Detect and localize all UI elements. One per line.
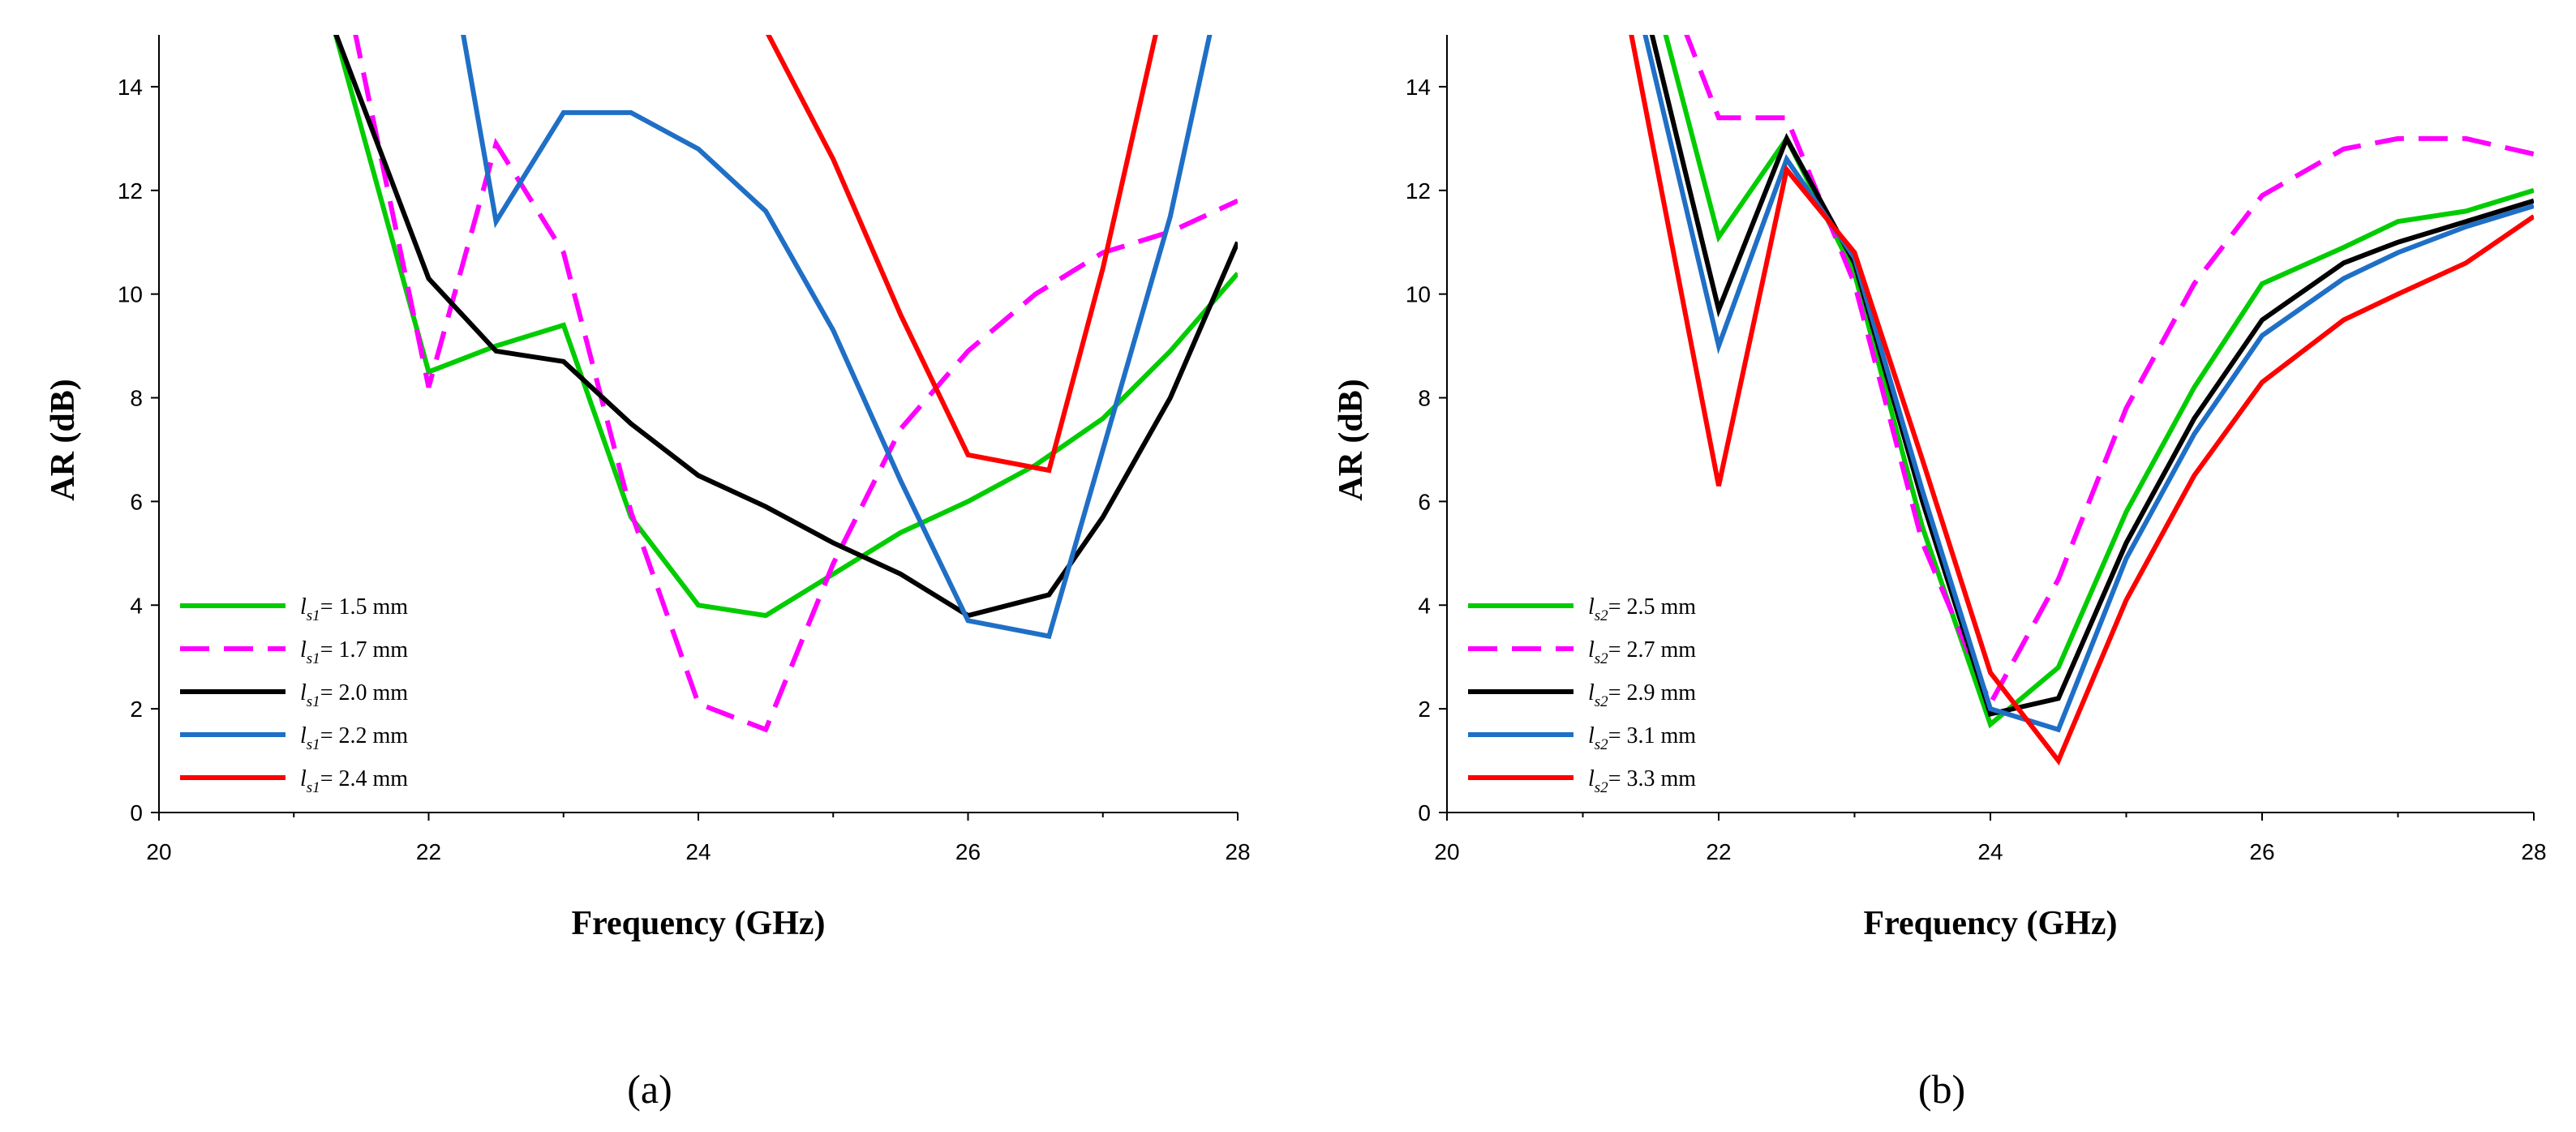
y-tick-label: 12 xyxy=(118,178,143,204)
x-tick-label: 26 xyxy=(955,839,981,864)
series-line-3 xyxy=(333,35,1238,619)
series-line-5 xyxy=(1629,35,2534,766)
series-line-5 xyxy=(766,35,1158,474)
x-tick-label: 28 xyxy=(1225,839,1250,864)
x-tick-label: 28 xyxy=(2521,839,2546,864)
y-tick-label: 10 xyxy=(1406,282,1431,307)
y-axis-title: AR (dB) xyxy=(1333,379,1370,501)
series-line-4 xyxy=(1642,35,2534,733)
y-tick-label: 10 xyxy=(118,282,143,307)
series-line-2 xyxy=(1684,35,2534,710)
x-tick-label: 20 xyxy=(146,839,171,864)
legend-label-5: ls2= 3.3 mm xyxy=(1588,766,1696,796)
legend-label-1: ls1= 1.5 mm xyxy=(300,594,408,624)
series-line-1 xyxy=(333,35,1238,619)
legend-label-3: ls2= 2.9 mm xyxy=(1588,680,1696,710)
legend-label-4: ls2= 3.1 mm xyxy=(1588,723,1696,753)
legend-label-3: ls1= 2.0 mm xyxy=(300,680,408,710)
y-tick-label: 6 xyxy=(1418,489,1431,514)
y-tick-label: 14 xyxy=(118,75,143,100)
y-tick-label: 8 xyxy=(130,386,143,411)
series-line-4 xyxy=(461,35,1213,640)
y-tick-label: 0 xyxy=(1418,800,1431,825)
y-tick-label: 2 xyxy=(1418,697,1431,722)
y-tick-label: 6 xyxy=(130,489,143,514)
series-line-2 xyxy=(353,35,1238,733)
y-tick-label: 2 xyxy=(130,697,143,722)
y-tick-label: 14 xyxy=(1406,75,1431,100)
y-tick-label: 0 xyxy=(130,800,143,825)
x-axis-title: Frequency (GHz) xyxy=(572,905,826,942)
y-tick-label: 8 xyxy=(1418,386,1431,411)
series-line-3 xyxy=(1649,35,2534,718)
x-tick-label: 24 xyxy=(1977,839,2003,864)
y-tick-label: 4 xyxy=(1418,593,1431,618)
x-tick-label: 20 xyxy=(1434,839,1459,864)
legend-label-4: ls1= 2.2 mm xyxy=(300,723,408,753)
panel-label: (a) xyxy=(627,1066,672,1112)
legend-label-5: ls1= 2.4 mm xyxy=(300,766,408,796)
x-tick-label: 26 xyxy=(2249,839,2274,864)
y-tick-label: 12 xyxy=(1406,178,1431,204)
y-tick-label: 4 xyxy=(130,593,143,618)
x-tick-label: 22 xyxy=(416,839,441,864)
legend-label-2: ls1= 1.7 mm xyxy=(300,637,408,667)
panel-label: (b) xyxy=(1918,1066,1965,1112)
x-axis-title: Frequency (GHz) xyxy=(1864,905,2118,942)
legend: ls2= 2.5 mm ls2= 2.7 mm ls2= 2.9 mm ls2= 3.… xyxy=(1468,594,1696,796)
legend-label-2: ls2= 2.7 mm xyxy=(1588,637,1696,667)
x-tick-label: 24 xyxy=(685,839,711,864)
legend: ls1= 1.5 mm ls1= 1.7 mm ls1= 2.0 mm ls1= 2.… xyxy=(180,594,408,796)
x-tick-label: 22 xyxy=(1706,839,1731,864)
y-axis-title: AR (dB) xyxy=(45,379,82,501)
legend-label-1: ls2= 2.5 mm xyxy=(1588,594,1696,624)
